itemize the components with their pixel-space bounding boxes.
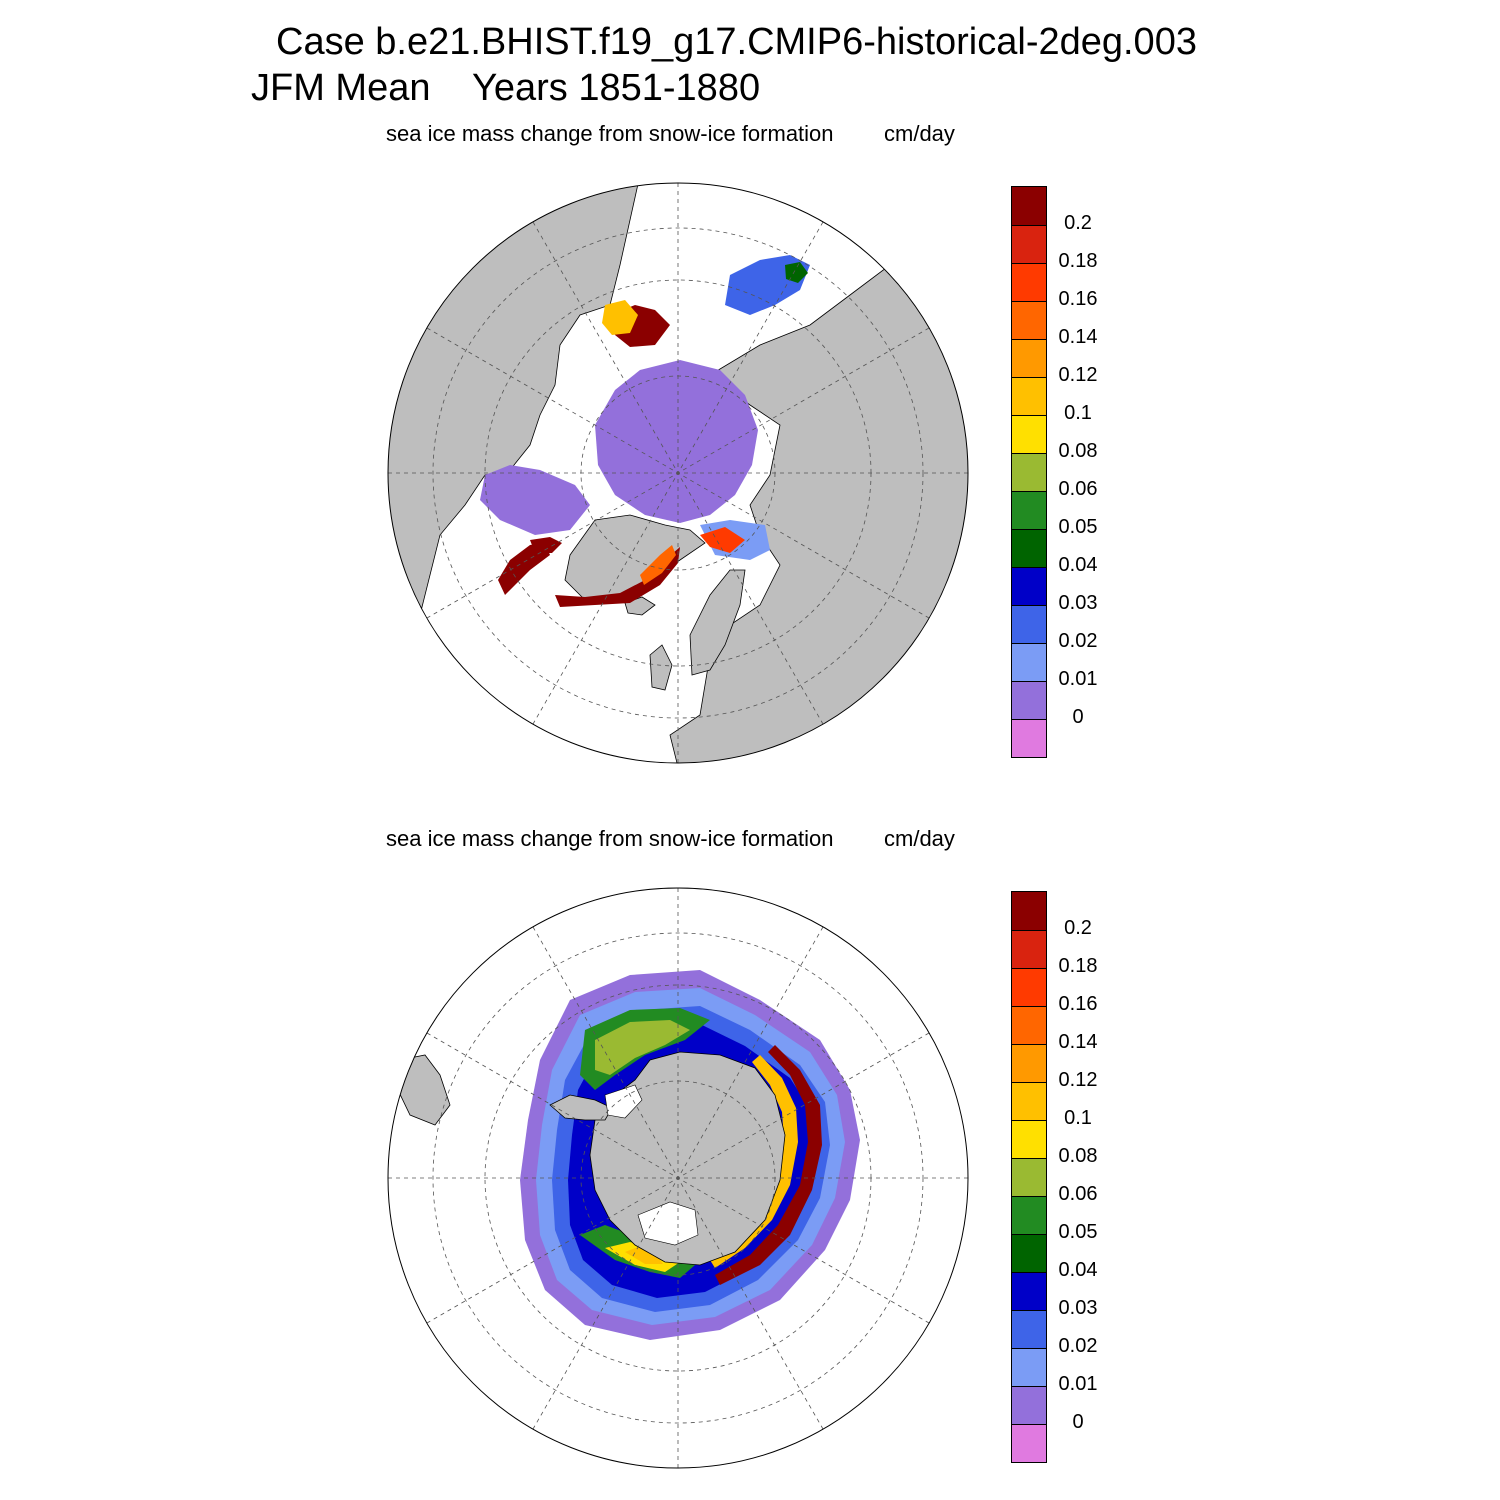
north-colorbar-swatch [1012, 415, 1046, 453]
north-colorbar-swatch [1012, 491, 1046, 529]
ice-greenland-east-mid [640, 545, 676, 585]
figure-title-case: Case b.e21.BHIST.f19_g17.CMIP6-historica… [276, 21, 1197, 63]
north-colorbar-swatch [1012, 643, 1046, 681]
north-colorbar-tick-label: 0.12 [1058, 364, 1098, 386]
ice-labrador-high [498, 543, 550, 595]
north-colorbar-swatch [1012, 681, 1046, 719]
panel-north-units: cm/day [884, 121, 955, 146]
ice-baffin-high [530, 537, 562, 553]
ice-weddell-yellowgreen [595, 1020, 690, 1075]
north-colorbar-tick-label: 0.16 [1058, 288, 1098, 310]
south-colorbar-tick-label: 0.12 [1058, 1069, 1098, 1091]
south-colorbar-tick-label: 0.08 [1058, 1145, 1098, 1167]
figure-title-period: JFM Mean Years 1851-1880 [251, 67, 761, 109]
north-colorbar-swatch [1012, 529, 1046, 567]
land-scandinavia [689, 569, 746, 676]
north-colorbar-tick-label: 0.03 [1058, 592, 1098, 614]
north-colorbar-tick-label: 0.08 [1058, 440, 1098, 462]
south-colorbar-swatch [1012, 1348, 1046, 1386]
south-colorbar-swatch [1012, 1082, 1046, 1120]
south-colorbar-tick-label: 0.14 [1058, 1031, 1098, 1053]
land-british-isles [649, 644, 673, 691]
north-colorbar-tick-label: 0.2 [1064, 212, 1092, 234]
south-colorbar-tick-label: 0 [1072, 1411, 1084, 1433]
north-colorbar-tick-label: 0.04 [1058, 554, 1098, 576]
north-colorbar-tick-label: 0.02 [1058, 630, 1098, 652]
south-colorbar-swatch [1012, 892, 1046, 930]
south-colorbar-swatch [1012, 1158, 1046, 1196]
north-colorbar-swatch [1012, 377, 1046, 415]
ice-bering-mid [602, 300, 638, 335]
south-polar-map [387, 887, 969, 1469]
north-colorbar-swatch [1012, 605, 1046, 643]
ice-east-ant-high [715, 1045, 822, 1285]
north-colorbar-tick-label: 0.14 [1058, 326, 1098, 348]
ice-ross-core [625, 1247, 663, 1264]
north-colorbar-swatch [1012, 263, 1046, 301]
north-colorbar-tick-label: 0.05 [1058, 516, 1098, 538]
south-colorbar-swatch [1012, 968, 1046, 1006]
north-colorbar-tick-label: 0.18 [1058, 250, 1098, 272]
north-colorbar-swatch [1012, 719, 1046, 757]
south-colorbar-tick-label: 0.05 [1058, 1221, 1098, 1243]
north-colorbar-swatch [1012, 567, 1046, 605]
south-colorbar-tick-label: 0.16 [1058, 993, 1098, 1015]
south-colorbar-frame [1011, 891, 1047, 1463]
north-colorbar-tick-label: 0.06 [1058, 478, 1098, 500]
south-colorbar-tick-label: 0.03 [1058, 1297, 1098, 1319]
north-colorbar-swatch [1012, 225, 1046, 263]
south-colorbar-tick-label: 0.06 [1058, 1183, 1098, 1205]
north-colorbar-swatch [1012, 301, 1046, 339]
south-colorbar-swatch [1012, 1044, 1046, 1082]
ice-barents-high [700, 527, 745, 553]
south-colorbar-swatch [1012, 1310, 1046, 1348]
land-eurasia-east [669, 234, 968, 763]
south-colorbar-swatch [1012, 1272, 1046, 1310]
north-colorbar-swatch [1012, 339, 1046, 377]
south-colorbar-tick-label: 0.02 [1058, 1335, 1098, 1357]
north-colorbar-swatch [1012, 453, 1046, 491]
south-colorbar-swatch [1012, 930, 1046, 968]
ice-arctic-basin [595, 360, 758, 523]
panel-south-units: cm/day [884, 826, 955, 851]
south-colorbar-swatch [1012, 1234, 1046, 1272]
south-colorbar-swatch [1012, 1196, 1046, 1234]
ice-shelf-ross [637, 1201, 699, 1246]
north-colorbar-tick-label: 0.1 [1064, 402, 1092, 424]
panel-north-title: sea ice mass change from snow-ice format… [386, 121, 834, 146]
north-colorbar-tick-label: 0.01 [1058, 668, 1098, 690]
south-colorbar-swatch [1012, 1120, 1046, 1158]
north-colorbar-frame [1011, 186, 1047, 758]
south-colorbar-tick-label: 0.18 [1058, 955, 1098, 977]
land-greenland [564, 514, 706, 601]
south-colorbar-swatch [1012, 1386, 1046, 1424]
north-colorbar-swatch [1012, 187, 1046, 225]
north-polar-map [387, 182, 969, 764]
south-colorbar-tick-label: 0.1 [1064, 1107, 1092, 1129]
south-colorbar-swatch [1012, 1006, 1046, 1044]
south-colorbar-swatch [1012, 1424, 1046, 1462]
panel-south-title: sea ice mass change from snow-ice format… [386, 826, 834, 851]
south-colorbar-tick-label: 0.2 [1064, 917, 1092, 939]
south-colorbar-tick-label: 0.01 [1058, 1373, 1098, 1395]
south-colorbar-tick-label: 0.04 [1058, 1259, 1098, 1281]
ice-hudson-bay [480, 465, 590, 535]
north-colorbar-tick-label: 0 [1072, 706, 1084, 728]
land-antarctica [589, 1051, 786, 1266]
